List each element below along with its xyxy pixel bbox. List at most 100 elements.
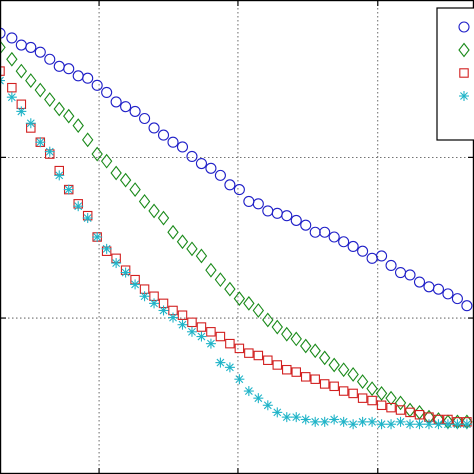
point-square-1: [7, 82, 17, 93]
legend-marker-square: [459, 68, 469, 78]
point-circle-10: [91, 79, 103, 91]
point-diamond-38: [356, 374, 369, 389]
point-asterisk-38: [357, 416, 368, 427]
point-circle-9: [82, 72, 94, 84]
point-square-42: [395, 405, 406, 415]
point-asterisk-36: [338, 416, 349, 427]
point-diamond-31: [290, 331, 302, 347]
point-diamond-26: [243, 295, 255, 311]
point-asterisk-17: [158, 305, 169, 316]
point-circle-13: [120, 101, 132, 113]
point-circle-18: [167, 136, 179, 148]
point-diamond-16: [148, 203, 160, 219]
point-circle-27: [252, 198, 264, 210]
point-asterisk-14: [130, 279, 141, 290]
point-circle-17: [157, 129, 170, 141]
point-diamond-28: [262, 312, 274, 328]
point-asterisk-12: [111, 258, 122, 269]
point-circle-21: [195, 157, 207, 170]
point-circle-47: [442, 288, 454, 300]
point-square-31: [291, 367, 301, 377]
point-asterisk-7: [63, 184, 74, 195]
point-diamond-41: [385, 390, 397, 406]
point-asterisk-10: [92, 232, 103, 242]
legend-marker-diamond: [458, 42, 470, 58]
point-circle-20: [186, 150, 198, 162]
point-circle-35: [328, 231, 340, 243]
point-asterisk-25: [234, 374, 245, 385]
point-asterisk-9: [82, 213, 93, 224]
point-diamond-5: [44, 92, 56, 107]
point-square-24: [225, 338, 235, 349]
point-diamond-3: [25, 73, 37, 88]
point-asterisk-49: [461, 419, 472, 430]
point-square-41: [386, 402, 396, 413]
point-square-40: [376, 400, 387, 411]
point-square-35: [329, 381, 339, 392]
point-diamond-24: [224, 281, 236, 297]
point-diamond-2: [15, 63, 28, 79]
point-asterisk-18: [168, 312, 179, 323]
point-square-33: [310, 374, 320, 384]
point-square-26: [244, 348, 254, 358]
series-circle: [0, 27, 473, 312]
point-asterisk-20: [186, 326, 197, 337]
point-circle-14: [129, 105, 141, 117]
series-diamond: [0, 39, 473, 430]
point-square-32: [300, 372, 311, 382]
point-circle-0: [0, 27, 6, 39]
point-asterisk-30: [281, 412, 292, 423]
point-square-20: [187, 317, 197, 328]
point-square-23: [215, 331, 226, 342]
point-asterisk-32: [300, 414, 311, 425]
point-diamond-34: [318, 350, 331, 366]
point-diamond-14: [129, 182, 141, 198]
point-circle-49: [461, 300, 473, 312]
point-asterisk-29: [272, 407, 283, 418]
point-asterisk-34: [319, 416, 330, 427]
point-diamond-1: [6, 51, 18, 67]
point-asterisk-33: [310, 416, 321, 427]
point-asterisk-46: [433, 419, 444, 430]
point-diamond-20: [186, 241, 198, 257]
point-circle-46: [432, 283, 445, 295]
point-square-44: [414, 409, 425, 420]
point-asterisk-4: [35, 137, 46, 148]
point-circle-22: [205, 162, 217, 174]
point-diamond-4: [34, 82, 46, 98]
point-square-43: [405, 407, 415, 418]
point-asterisk-44: [414, 419, 425, 430]
point-circle-43: [404, 269, 416, 281]
point-asterisk-5: [44, 146, 55, 157]
point-circle-15: [139, 112, 151, 125]
point-diamond-21: [195, 248, 208, 264]
point-square-28: [263, 355, 273, 365]
point-diamond-42: [394, 395, 407, 411]
point-asterisk-1: [6, 92, 17, 103]
point-circle-44: [413, 276, 426, 288]
point-circle-24: [224, 179, 236, 191]
point-circle-37: [347, 240, 359, 253]
point-circle-12: [110, 96, 122, 108]
point-asterisk-23: [215, 357, 226, 368]
point-diamond-10: [91, 146, 103, 162]
data-marks: [0, 27, 473, 430]
point-asterisk-15: [139, 291, 150, 302]
point-diamond-15: [138, 194, 151, 209]
point-circle-25: [233, 184, 245, 196]
point-circle-1: [6, 32, 18, 44]
point-diamond-30: [281, 326, 293, 342]
point-square-22: [206, 327, 216, 337]
point-circle-31: [290, 214, 302, 226]
point-diamond-27: [252, 303, 265, 318]
point-asterisk-19: [177, 319, 188, 330]
point-circle-3: [25, 41, 37, 53]
point-diamond-35: [328, 357, 340, 373]
point-square-39: [367, 395, 377, 406]
point-asterisk-13: [120, 267, 131, 278]
point-asterisk-3: [25, 118, 36, 129]
point-asterisk-27: [253, 393, 264, 404]
